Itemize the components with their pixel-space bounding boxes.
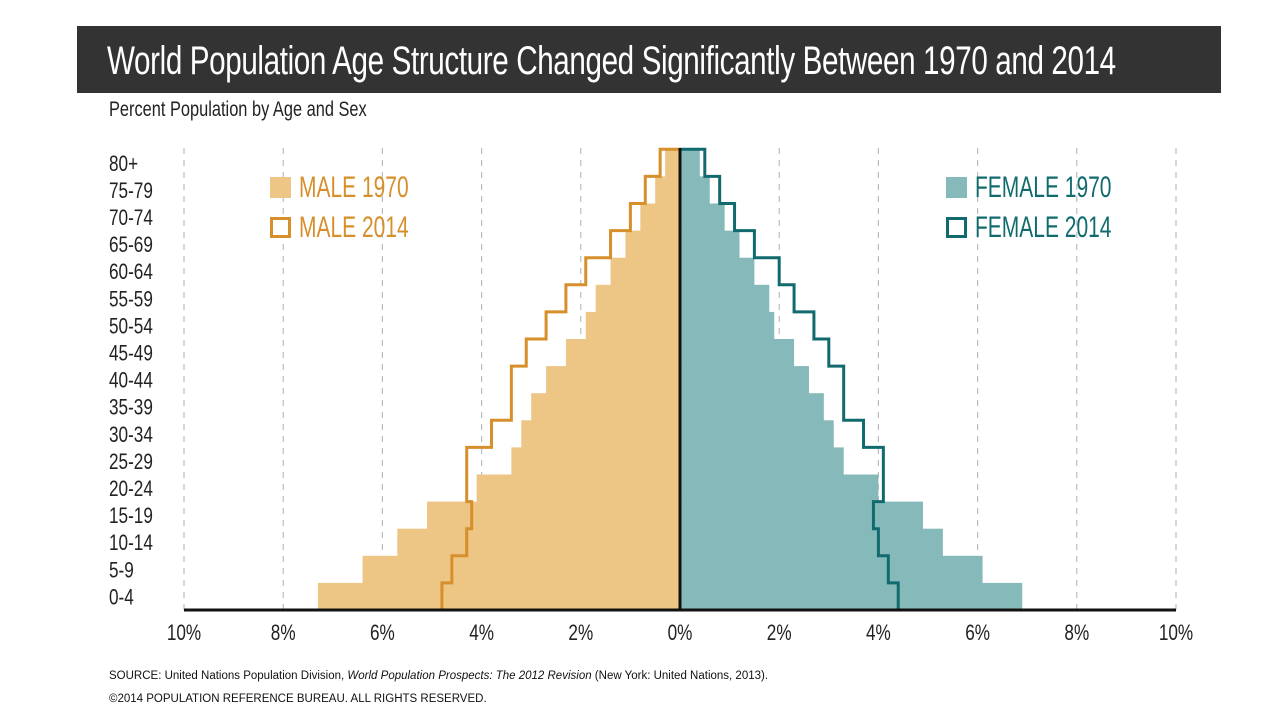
y-tick-label: 50-54 — [109, 314, 153, 339]
female-1970-bar — [680, 393, 824, 421]
legend-label-female-2014: FEMALE 2014 — [975, 212, 1111, 244]
female-1970-bar — [680, 257, 755, 286]
male-1970-bar — [521, 420, 680, 448]
source-title: World Population Prospects: The 2012 Rev… — [347, 670, 592, 682]
female-1970-bar — [680, 582, 1023, 611]
legend-swatch-male-1970 — [270, 177, 291, 198]
male-1970-bar — [397, 528, 680, 557]
male-1970-bar — [427, 501, 680, 530]
male-1970-bar — [317, 582, 680, 611]
male-1970-bar — [362, 555, 680, 584]
legend-swatch-female-2014 — [946, 217, 967, 238]
male-1970-bar — [655, 176, 680, 205]
male-1970-bar — [565, 339, 680, 367]
source-suffix: (New York: United Nations, 2013). — [591, 670, 769, 682]
female-1970-bar — [680, 366, 809, 394]
y-tick-label: 25-29 — [109, 450, 153, 475]
y-tick-label: 75-79 — [109, 179, 153, 204]
y-tick-label: 15-19 — [109, 504, 153, 529]
y-tick-label: 80+ — [109, 152, 138, 177]
male-1970-bar — [610, 257, 680, 286]
y-tick-label: 45-49 — [109, 342, 153, 367]
female-1970-bar — [680, 149, 700, 177]
male-1970-bar — [585, 311, 680, 340]
female-1970-bar — [680, 311, 775, 340]
legend-swatch-male-2014 — [270, 217, 291, 238]
male-1970-bar — [595, 284, 680, 313]
legend-label-male-1970: MALE 1970 — [299, 172, 409, 204]
y-tick-label: 5-9 — [109, 558, 134, 583]
female-1970-bar — [680, 528, 943, 557]
source-prefix: SOURCE: United Nations Population Divisi… — [109, 670, 348, 682]
y-tick-label: 55-59 — [109, 287, 153, 312]
y-tick-label: 40-44 — [109, 369, 153, 394]
female-1970-bar — [680, 176, 710, 205]
y-tick-label: 60-64 — [109, 260, 153, 285]
x-tick-label: 4% — [469, 621, 494, 646]
female-1970-bar — [680, 420, 834, 448]
source-note: SOURCE: United Nations Population Divisi… — [109, 670, 768, 682]
copyright-note: ©2014 POPULATION REFERENCE BUREAU. ALL R… — [109, 693, 487, 705]
male-1970-bar — [625, 230, 680, 259]
x-tick-label: 8% — [271, 621, 296, 646]
female-1970-bar — [680, 447, 844, 476]
x-tick-label: 10% — [1159, 621, 1193, 646]
chart-subtitle: Percent Population by Age and Sex — [109, 98, 367, 121]
x-tick-label: 2% — [767, 621, 792, 646]
y-tick-label: 70-74 — [109, 206, 153, 231]
legend-label-female-1970: FEMALE 1970 — [975, 172, 1111, 204]
male-1970-bar — [546, 366, 680, 394]
male-1970-bar — [476, 474, 680, 503]
female-1970-bar — [680, 555, 983, 584]
x-tick-label: 6% — [965, 621, 990, 646]
male-1970-bar — [511, 447, 680, 476]
y-tick-label: 65-69 — [109, 233, 153, 258]
y-tick-label: 35-39 — [109, 396, 153, 421]
legend-label-male-2014: MALE 2014 — [299, 212, 409, 244]
female-1970-bar — [680, 474, 879, 503]
x-tick-label: 4% — [866, 621, 891, 646]
title-bar: World Population Age Structure Changed S… — [77, 26, 1221, 93]
chart-title: World Population Age Structure Changed S… — [107, 39, 1116, 83]
y-tick-label: 0-4 — [109, 585, 134, 610]
female-1970-bar — [680, 501, 924, 530]
legend-swatch-female-1970 — [946, 177, 967, 198]
x-tick-label: 6% — [370, 621, 395, 646]
y-tick-label: 30-34 — [109, 423, 153, 448]
female-2014-outline — [680, 147, 900, 610]
x-tick-label: 8% — [1064, 621, 1089, 646]
x-tick-label: 10% — [167, 621, 201, 646]
x-tick-label: 0% — [668, 621, 693, 646]
female-1970-bar — [680, 339, 795, 367]
male-1970-bar — [531, 393, 680, 421]
female-1970-bar — [680, 230, 740, 259]
x-tick-label: 2% — [568, 621, 593, 646]
female-1970-bar — [680, 284, 770, 313]
female-1970-bar — [680, 203, 725, 232]
male-1970-bar — [640, 203, 680, 232]
y-tick-label: 20-24 — [109, 477, 153, 502]
y-tick-label: 10-14 — [109, 531, 153, 556]
male-1970-bar — [665, 149, 680, 177]
male-2014-outline — [440, 147, 680, 610]
